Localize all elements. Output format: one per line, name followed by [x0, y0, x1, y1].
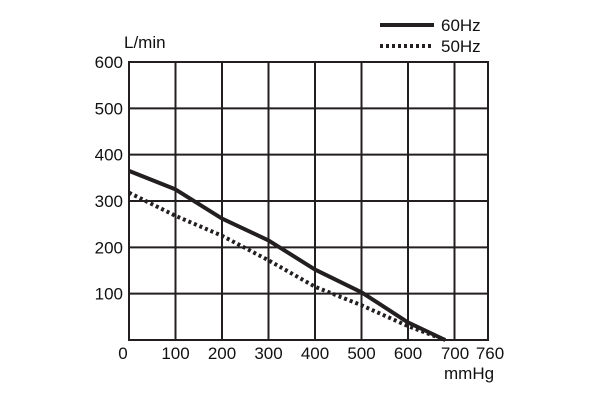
x-tick-label-760: 760	[476, 344, 504, 363]
grid	[129, 62, 488, 340]
y-tick-label-200: 200	[95, 238, 123, 257]
x-tick-label-200: 200	[208, 344, 236, 363]
x-tick-label-300: 300	[254, 344, 282, 363]
x-tick-label-0: 0	[118, 344, 127, 363]
legend: 60Hz 50Hz	[380, 16, 481, 56]
y-tick-label-100: 100	[95, 285, 123, 304]
x-tick-label-100: 100	[161, 344, 189, 363]
x-tick-label-600: 600	[394, 344, 422, 363]
legend-label-50hz: 50Hz	[441, 37, 481, 56]
legend-label-60hz: 60Hz	[441, 16, 481, 35]
x-tick-label-700: 700	[441, 344, 469, 363]
tick-labels: 100 200 300 400 500 600 0 100 200 300 400 500 600 700…	[95, 53, 505, 363]
plot-frame	[128, 61, 489, 341]
y-axis-label: L/min	[124, 33, 166, 52]
series-line-60hz	[128, 169, 447, 342]
x-axis-label: mmHg	[444, 364, 494, 383]
x-tick-label-400: 400	[301, 344, 329, 363]
y-tick-label-500: 500	[95, 99, 123, 118]
series-line-50hz	[128, 190, 446, 342]
y-tick-label-400: 400	[95, 146, 123, 165]
series-lines	[128, 169, 447, 342]
y-tick-label-600: 600	[95, 53, 123, 72]
y-tick-label-300: 300	[95, 192, 123, 211]
x-tick-label-500: 500	[347, 344, 375, 363]
plot-border	[128, 61, 489, 341]
